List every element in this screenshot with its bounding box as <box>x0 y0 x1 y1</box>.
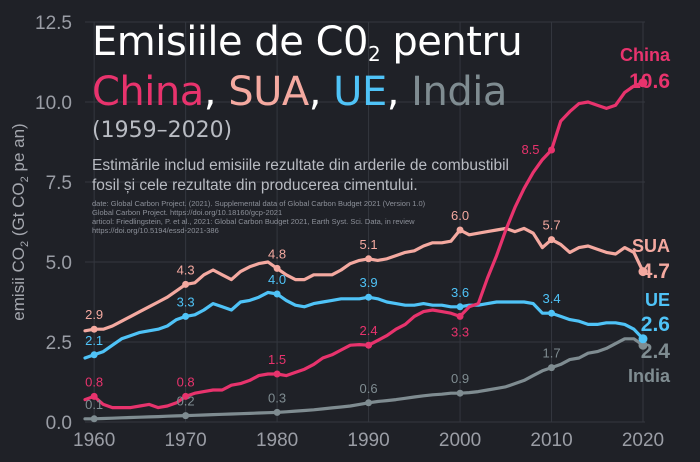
source-line: date: Global Carbon Project. (2021). Sup… <box>92 199 426 208</box>
data-label-eu: 3.6 <box>451 285 469 300</box>
data-point-usa <box>548 236 556 244</box>
subtitle-sep: , <box>203 69 229 115</box>
data-label-eu: 3.3 <box>177 294 195 309</box>
data-point-eu <box>548 309 556 317</box>
data-point-india <box>182 412 190 420</box>
data-point-india <box>456 389 464 397</box>
data-point-usa <box>365 255 373 263</box>
data-point-china <box>456 312 464 320</box>
y-tick-label: 2.5 <box>46 333 72 354</box>
series-name-usa: SUA <box>632 236 670 256</box>
data-point-usa <box>90 325 98 333</box>
source-line: Global Carbon Project. https://doi.org/1… <box>92 208 283 217</box>
subtitle-india: India <box>411 69 507 115</box>
data-label-usa: 2.9 <box>85 307 103 322</box>
data-label-china: 8.5 <box>521 142 539 157</box>
data-point-eu <box>90 351 98 359</box>
data-label-usa: 4.8 <box>268 246 286 261</box>
data-point-china <box>548 146 556 154</box>
y-axis-label: emisii CO2 (Gt CO2 pe an) <box>9 123 31 320</box>
x-tick-label: 1960 <box>73 430 115 451</box>
series-name-china: China <box>620 45 671 65</box>
title-main: Emisiile de C0 <box>92 19 368 65</box>
data-label-usa: 6.0 <box>451 208 469 223</box>
data-label-india: 0.3 <box>268 390 286 405</box>
data-label-china: 2.4 <box>360 323 378 338</box>
data-point-china <box>273 370 281 378</box>
series-end-point-eu <box>638 334 648 344</box>
years-range: (1959–2020) <box>92 118 233 143</box>
data-label-india: 0.1 <box>85 397 103 412</box>
data-label-india: 0.2 <box>177 394 195 409</box>
y-tick-label: 10.0 <box>35 93 72 114</box>
series-name-eu: UE <box>645 290 670 310</box>
data-point-eu <box>365 293 373 301</box>
y-axis-label-part: 2 <box>19 241 31 247</box>
data-label-china: 0.8 <box>177 374 195 389</box>
data-point-china <box>182 392 190 400</box>
data-point-india <box>90 415 98 423</box>
y-tick-label: 12.5 <box>35 13 72 34</box>
series-end-point-china <box>638 78 648 88</box>
data-label-china: 3.3 <box>451 324 469 339</box>
data-label-china: 0.8 <box>85 374 103 389</box>
subtitle-sep: , <box>386 69 412 115</box>
data-label-eu: 4.0 <box>268 272 286 287</box>
subtitle-sep: , <box>308 69 334 115</box>
subtitle-china: China <box>92 69 204 115</box>
x-tick-label: 1970 <box>164 430 206 451</box>
series-end-point-india <box>638 340 648 350</box>
data-point-india <box>365 399 373 407</box>
data-label-india: 0.9 <box>451 371 469 386</box>
chart-subtitle: China, SUA, UE, India <box>92 70 507 114</box>
series-end-value-usa: 4.7 <box>641 260 670 283</box>
data-point-eu <box>182 312 190 320</box>
chart-note: Estimările includ emisiile rezultate din… <box>92 157 509 194</box>
title-subscript: 2 <box>367 42 381 66</box>
data-point-china <box>90 392 98 400</box>
data-label-usa: 5.1 <box>360 237 378 252</box>
series-end-value-china: 10.6 <box>629 70 670 93</box>
chart-title: Emisiile de C02 pentru <box>92 19 523 76</box>
data-point-usa <box>456 226 464 234</box>
y-tick-label: 0.0 <box>46 413 72 434</box>
data-label-usa: 4.3 <box>177 262 195 277</box>
data-label-eu: 2.1 <box>85 333 103 348</box>
series-end-value-india: 2.4 <box>641 340 671 363</box>
x-tick-label: 1980 <box>256 430 298 451</box>
title-end: pentru <box>380 19 523 65</box>
y-axis-label-part: 2 <box>19 176 31 182</box>
data-point-eu <box>456 303 464 311</box>
data-label-china: 1.5 <box>268 352 286 367</box>
source-line: https://doi.org/10.5194/essd-2021-386 <box>92 226 219 235</box>
data-point-india <box>548 364 556 372</box>
data-point-usa <box>182 280 190 288</box>
series-name-india: India <box>628 366 671 386</box>
x-tick-label: 2000 <box>439 430 481 451</box>
x-tick-label: 2010 <box>530 430 572 451</box>
y-axis-label-part: (Gt CO <box>9 182 28 241</box>
data-point-china <box>365 341 373 349</box>
series-end-point-usa <box>638 267 648 277</box>
data-point-india <box>273 408 281 416</box>
series-end-value-eu: 2.6 <box>641 313 670 336</box>
subtitle-usa: SUA <box>228 69 309 115</box>
y-axis-label-part: pe an) <box>9 123 28 176</box>
source-line: articol: Friedlingstein, P. et al., 2021… <box>92 217 415 226</box>
data-label-usa: 5.7 <box>542 218 560 233</box>
data-label-eu: 3.9 <box>360 275 378 290</box>
data-label-india: 1.7 <box>542 346 560 361</box>
data-point-eu <box>273 290 281 298</box>
data-label-india: 0.6 <box>360 381 378 396</box>
y-tick-label: 5.0 <box>46 253 72 274</box>
subtitle-eu: UE <box>333 69 387 115</box>
y-tick-label: 7.5 <box>46 173 72 194</box>
x-tick-label: 1990 <box>347 430 389 451</box>
data-point-usa <box>273 264 281 272</box>
y-axis-label-part: emisii CO <box>9 247 28 321</box>
x-tick-label: 2020 <box>622 430 664 451</box>
data-label-eu: 3.4 <box>542 291 560 306</box>
